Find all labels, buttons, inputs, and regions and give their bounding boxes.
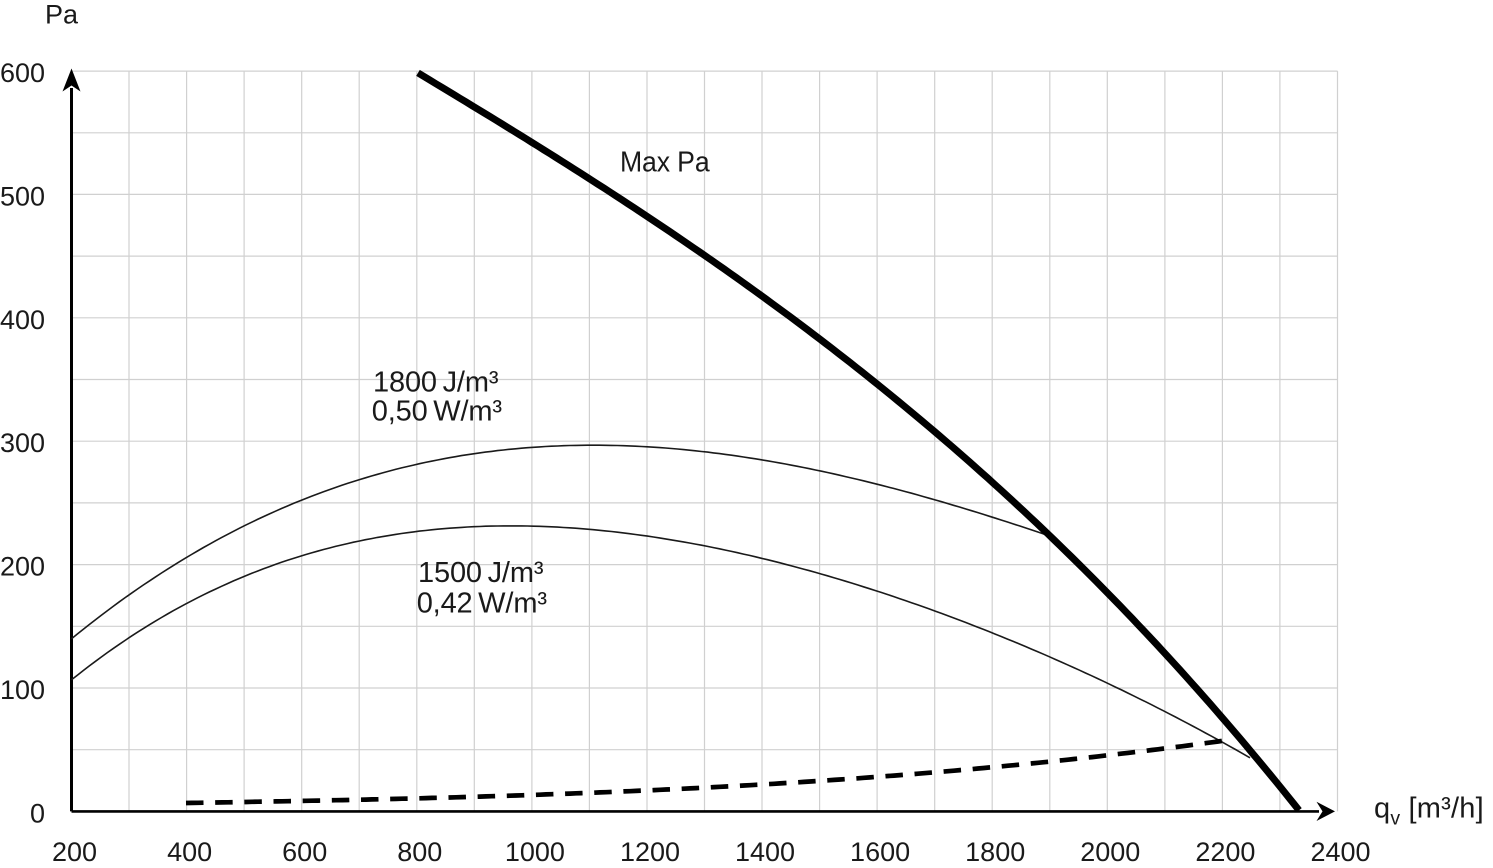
svg-text:600: 600 — [0, 58, 45, 88]
svg-text:0,42 W/m³: 0,42 W/m³ — [417, 588, 548, 620]
svg-text:2000: 2000 — [1080, 837, 1140, 867]
svg-text:600: 600 — [282, 837, 327, 867]
svg-text:2400: 2400 — [1310, 837, 1370, 867]
svg-text:1000: 1000 — [505, 837, 565, 867]
svg-text:1400: 1400 — [735, 837, 795, 867]
svg-text:0: 0 — [30, 798, 45, 828]
svg-text:400: 400 — [0, 305, 45, 335]
svg-text:Max Pa: Max Pa — [620, 147, 710, 179]
svg-text:1600: 1600 — [850, 837, 910, 867]
svg-text:400: 400 — [167, 837, 212, 867]
svg-text:300: 300 — [0, 428, 45, 458]
svg-text:1800: 1800 — [965, 837, 1025, 867]
svg-text:Pa: Pa — [45, 0, 79, 30]
svg-text:0,50 W/m³: 0,50 W/m³ — [372, 395, 503, 427]
svg-text:100: 100 — [0, 675, 45, 705]
svg-text:1800 J/m³: 1800 J/m³ — [373, 367, 499, 399]
svg-text:800: 800 — [397, 837, 442, 867]
svg-text:200: 200 — [0, 552, 45, 582]
svg-text:200: 200 — [52, 837, 97, 867]
svg-text:1200: 1200 — [620, 837, 680, 867]
svg-text:1500 J/m³: 1500 J/m³ — [418, 557, 544, 589]
svg-text:2200: 2200 — [1195, 837, 1255, 867]
svg-text:500: 500 — [0, 181, 45, 211]
svg-text:qv [m³/h]: qv [m³/h] — [1374, 793, 1484, 830]
